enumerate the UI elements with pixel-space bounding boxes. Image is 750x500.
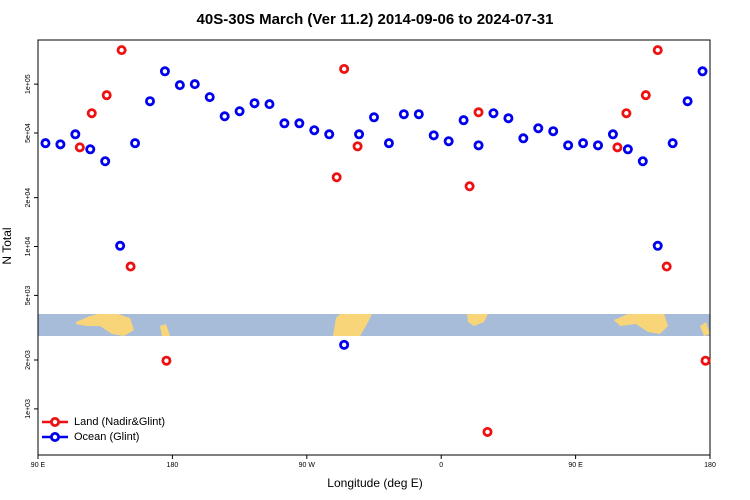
- data-point: [159, 66, 170, 77]
- data-point: [70, 129, 81, 140]
- x-tick-label: 0: [439, 462, 443, 469]
- land-shape: [700, 322, 710, 336]
- data-point: [621, 108, 632, 119]
- data-point: [443, 136, 454, 147]
- data-point: [144, 96, 155, 107]
- data-point: [383, 138, 394, 149]
- x-tick-label: 90 E: [568, 462, 583, 469]
- data-point: [612, 142, 623, 153]
- data-point: [115, 240, 126, 251]
- y-tick-label: 1e+04: [25, 237, 32, 257]
- land-shape: [160, 324, 170, 336]
- data-point: [697, 66, 708, 77]
- legend-label: Land (Nadir&Glint): [74, 416, 165, 428]
- x-tick-label: 90 W: [299, 462, 316, 469]
- data-point: [652, 45, 663, 56]
- data-point: [101, 90, 112, 101]
- data-point: [130, 138, 141, 149]
- x-tick-label: 90 E: [31, 462, 46, 469]
- y-tick-label: 1e+03: [25, 399, 32, 419]
- data-point: [473, 107, 484, 118]
- data-point: [161, 355, 172, 366]
- land-shape: [614, 314, 668, 334]
- plot-frame: [37, 39, 711, 456]
- legend: Land (Nadir&Glint) Ocean (Glint): [42, 416, 165, 443]
- y-tick-label: 2e+04: [25, 188, 32, 208]
- data-point: [339, 339, 350, 350]
- x-tick-label: 180: [167, 462, 179, 469]
- y-tick-label: 5e+04: [25, 123, 32, 143]
- y-tick-label: 1e+05: [25, 74, 32, 94]
- data-point: [652, 240, 663, 251]
- data-point: [413, 109, 424, 120]
- y-axis-label: N Total: [0, 227, 14, 264]
- data-point: [189, 79, 200, 90]
- data-point: [458, 115, 469, 126]
- legend-marker: [50, 431, 61, 442]
- data-point: [637, 156, 648, 167]
- data-point: [533, 123, 544, 134]
- ocean-band: [38, 314, 710, 336]
- legend-label: Ocean (Glint): [74, 431, 139, 443]
- data-point: [398, 109, 409, 120]
- data-point: [55, 139, 66, 150]
- data-point: [309, 125, 320, 136]
- data-point: [204, 92, 215, 103]
- data-point: [219, 111, 230, 122]
- data-point: [578, 138, 589, 149]
- data-point: [331, 172, 342, 183]
- data-point: [518, 133, 529, 144]
- data-point: [503, 113, 514, 124]
- data-point: [563, 140, 574, 151]
- data-point: [700, 355, 711, 366]
- data-point: [294, 118, 305, 129]
- data-point: [234, 106, 245, 117]
- data-point: [100, 156, 111, 167]
- data-point: [661, 261, 672, 272]
- data-point: [264, 99, 275, 110]
- data-point: [354, 129, 365, 140]
- y-tick-label: 5e+03: [25, 285, 32, 305]
- y-tick-label: 2e+03: [25, 350, 32, 370]
- data-point: [488, 108, 499, 119]
- land-shape: [76, 314, 134, 336]
- data-point: [339, 63, 350, 74]
- data-point: [174, 80, 185, 91]
- data-point: [548, 126, 559, 137]
- data-point: [116, 45, 127, 56]
- legend-marker: [50, 416, 61, 427]
- data-point: [74, 142, 85, 153]
- data-point: [682, 96, 693, 107]
- data-point: [473, 140, 484, 151]
- data-point: [279, 118, 290, 129]
- data-point: [428, 130, 439, 141]
- data-point: [86, 108, 97, 119]
- data-point: [640, 90, 651, 101]
- map-band: [38, 314, 710, 336]
- data-point: [368, 112, 379, 123]
- land-shape: [467, 314, 488, 326]
- data-point: [352, 141, 363, 152]
- data-point: [593, 140, 604, 151]
- data-point: [324, 129, 335, 140]
- data-point: [249, 98, 260, 109]
- data-point: [667, 138, 678, 149]
- chart-title: 40S-30S March (Ver 11.2) 2014-09-06 to 2…: [197, 11, 554, 28]
- x-axis-label: Longitude (deg E): [327, 476, 422, 490]
- data-point: [85, 144, 96, 155]
- data-point: [482, 426, 493, 437]
- data-point: [40, 138, 51, 149]
- data-point: [607, 129, 618, 140]
- data-point: [622, 144, 633, 155]
- land-shape: [333, 314, 372, 336]
- data-point: [125, 261, 136, 272]
- data-point: [464, 181, 475, 192]
- x-tick-label: 180: [704, 462, 716, 469]
